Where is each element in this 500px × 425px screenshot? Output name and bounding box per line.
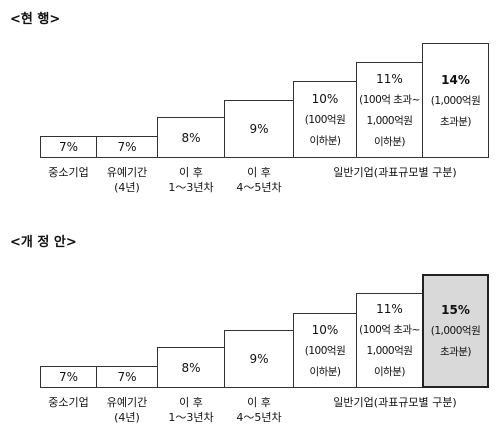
rate-note: (1,000억원 [430,94,481,107]
rate-note: 초과분) [439,115,472,128]
rate-value: 11% [376,71,403,86]
rate-box-after-4-5: 9% [224,330,294,388]
label-after-1-3: 이 후 1～3년차 [168,396,214,424]
rate-box-general-100: 10% (100억원 이하분) [293,313,357,388]
label-sme: 중소기업 [48,166,89,179]
rate-value: 10% [311,91,339,106]
rate-value: 11% [376,302,403,316]
rate-note: (100억원 [304,113,346,126]
rate-note: 이하분) [309,365,341,378]
section-title-current: <현 행> [10,12,61,27]
rate-value: 10% [311,322,339,337]
rate-note: 1,000억원 [366,345,413,357]
label-sme: 중소기업 [48,396,89,409]
rate-box-sme: 7% [40,136,97,158]
rate-note: (100억 초과~ [359,93,420,106]
label-after-1-3: 이 후 1～3년차 [168,166,214,194]
rate-box-grace: 7% [96,136,158,158]
rate-note: 1,000억원 [366,114,413,127]
label-after-4-5: 이 후 4～5년차 [236,166,282,194]
rate-value: 14% [441,72,470,87]
label-general: 일반기업(과표규모별 구분) [333,166,457,179]
rate-box-general-over-1000: 15% (1,000억원 초과분) [422,274,489,388]
rate-note: 이하분) [373,366,406,378]
label-grace: 유예기간 (4년) [106,396,148,424]
rate-value: 15% [441,303,470,317]
rate-note: 초과분) [439,346,472,358]
rate-box-sme: 7% [40,366,97,388]
rate-value: 9% [249,352,269,366]
label-grace: 유예기간 (4년) [106,166,148,194]
rate-value: 7% [117,140,137,154]
rate-box-general-1000: 11% (100억 초과~ 1,000억원 이하분) [356,293,423,388]
rate-value: 7% [58,370,79,384]
rate-box-after-1-3: 8% [157,347,225,388]
section-title-proposed: <개 정 안> [10,235,77,250]
rate-box-after-4-5: 9% [224,100,294,158]
rate-box-grace: 7% [96,366,158,388]
rate-value: 7% [117,370,137,384]
rate-value: 8% [181,130,201,145]
rate-note: 이하분) [309,134,341,147]
label-general: 일반기업(과표규모별 구분) [333,396,457,409]
rate-note: (1,000억원 [430,325,481,337]
rate-note: 이하분) [373,135,406,148]
rate-value: 9% [249,122,269,136]
label-after-4-5: 이 후 4～5년차 [236,396,282,424]
rate-box-general-over-1000: 14% (1,000억원 초과분) [422,43,489,158]
rate-value: 8% [181,360,201,375]
rate-note: (100억원 [304,344,346,357]
rate-note: (100억 초과~ [359,324,420,336]
rate-box-general-100: 10% (100억원 이하분) [293,81,357,158]
rate-box-after-1-3: 8% [157,117,225,158]
rate-value: 7% [58,140,79,154]
rate-box-general-1000: 11% (100억 초과~ 1,000억원 이하분) [356,62,423,158]
